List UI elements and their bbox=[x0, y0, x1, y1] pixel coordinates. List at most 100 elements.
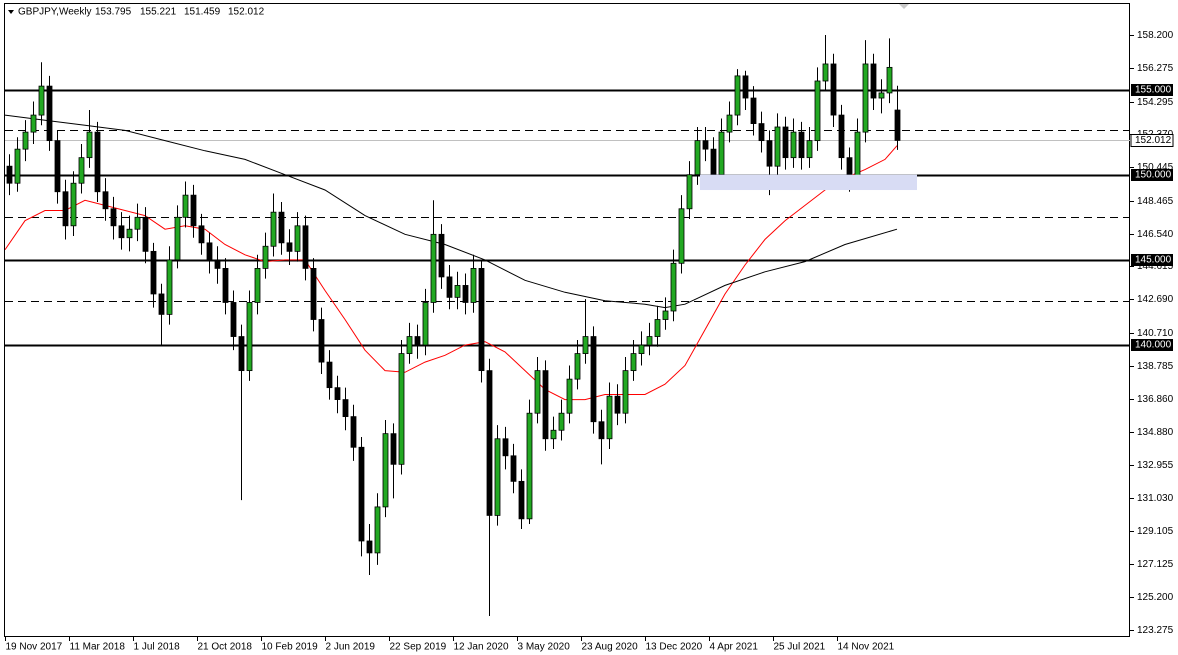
candle-body bbox=[470, 268, 477, 303]
y-tick-label: 158.200 bbox=[1137, 30, 1174, 41]
candle-body bbox=[734, 75, 741, 116]
candle-body bbox=[302, 225, 309, 269]
open-value: 153.795 bbox=[95, 7, 132, 18]
candle-body bbox=[774, 126, 781, 167]
candle-body bbox=[454, 285, 461, 298]
candle-body bbox=[566, 378, 573, 414]
low-value: 151.459 bbox=[184, 7, 221, 18]
candle-body bbox=[158, 293, 165, 315]
y-tick-label: 150.445 bbox=[1137, 162, 1174, 173]
candle-body bbox=[486, 370, 493, 516]
candle-body bbox=[662, 310, 669, 320]
candle-body bbox=[142, 216, 149, 252]
candle-body bbox=[374, 506, 381, 554]
candle-body bbox=[854, 131, 861, 179]
level-label: 145.000 bbox=[1135, 255, 1172, 266]
candle-body bbox=[62, 191, 69, 227]
candle-body bbox=[494, 438, 501, 516]
candle-body bbox=[430, 233, 437, 303]
candle-body bbox=[326, 361, 333, 389]
x-tick-label: 22 Sep 2019 bbox=[390, 642, 447, 653]
candle-body bbox=[598, 421, 605, 440]
candle-body bbox=[406, 336, 413, 354]
candle-body bbox=[558, 412, 565, 431]
candle-body bbox=[590, 336, 597, 423]
candle-body bbox=[238, 336, 245, 372]
moving-average bbox=[5, 145, 898, 401]
y-tick-label: 123.275 bbox=[1137, 625, 1174, 636]
candle-body bbox=[862, 63, 869, 133]
x-tick-label: 2 Jun 2019 bbox=[326, 642, 376, 653]
candle-body bbox=[646, 336, 653, 346]
candle-body bbox=[510, 455, 517, 482]
x-tick-label: 11 Mar 2018 bbox=[70, 642, 126, 653]
candle-body bbox=[438, 233, 445, 278]
candle-body bbox=[390, 433, 397, 465]
candle-body bbox=[582, 336, 589, 354]
price-label-box bbox=[1130, 134, 1174, 147]
candle-body bbox=[182, 194, 189, 218]
candle-body bbox=[118, 225, 125, 239]
candle-body bbox=[814, 80, 821, 142]
candle-body bbox=[54, 140, 61, 193]
candle-body bbox=[150, 250, 157, 295]
candle-body bbox=[206, 242, 213, 261]
x-tick-label: 14 Nov 2021 bbox=[838, 642, 895, 653]
candle-body bbox=[766, 140, 773, 167]
candle-body bbox=[270, 211, 277, 247]
y-tick-label: 132.955 bbox=[1137, 460, 1174, 471]
level-label-box bbox=[1131, 84, 1173, 96]
candle-body bbox=[718, 131, 725, 176]
menu-arrow[interactable] bbox=[8, 10, 14, 14]
x-tick-label: 25 Jul 2021 bbox=[774, 642, 826, 653]
candle-body bbox=[502, 438, 509, 457]
candle-body bbox=[70, 182, 77, 227]
x-tick-label: 23 Aug 2020 bbox=[582, 642, 639, 653]
candle-body bbox=[894, 109, 901, 141]
candle-body bbox=[678, 208, 685, 264]
x-tick-label: 1 Jul 2018 bbox=[134, 642, 181, 653]
plot-frame bbox=[4, 3, 1130, 637]
candle-body bbox=[726, 114, 733, 133]
candle-body bbox=[366, 540, 373, 554]
close-value: 152.012 bbox=[228, 7, 265, 18]
level-label-box bbox=[1131, 254, 1173, 266]
candle-body bbox=[798, 131, 805, 159]
candle-body bbox=[606, 395, 613, 440]
candle-body bbox=[214, 259, 221, 269]
candle-body bbox=[550, 429, 557, 440]
candle-body bbox=[782, 126, 789, 159]
candle-body bbox=[446, 276, 453, 298]
level-label: 140.000 bbox=[1135, 340, 1172, 351]
candle-body bbox=[630, 353, 637, 372]
level-label: 150.000 bbox=[1135, 170, 1172, 181]
candle-body bbox=[22, 131, 29, 150]
candle-body bbox=[278, 211, 285, 244]
chart-title: GBPJPY,Weekly bbox=[18, 7, 92, 18]
candle-body bbox=[518, 480, 525, 520]
candle-body bbox=[750, 97, 757, 124]
y-tick-label: 156.275 bbox=[1137, 63, 1174, 74]
candle-body bbox=[670, 262, 677, 312]
candle-body bbox=[110, 208, 117, 227]
candle-body bbox=[758, 123, 765, 142]
y-tick-label: 144.615 bbox=[1137, 261, 1174, 272]
shift-marker bbox=[899, 4, 909, 9]
candle-body bbox=[334, 387, 341, 400]
candle-body bbox=[838, 114, 845, 159]
candle-body bbox=[822, 63, 829, 82]
y-tick-label: 125.200 bbox=[1137, 592, 1174, 603]
candle-body bbox=[574, 353, 581, 380]
candle-body bbox=[878, 92, 885, 99]
candle-body bbox=[286, 242, 293, 252]
y-tick-label: 127.125 bbox=[1137, 559, 1174, 570]
candle-body bbox=[78, 157, 85, 184]
candle-body bbox=[622, 370, 629, 414]
y-tick-label: 148.465 bbox=[1137, 196, 1174, 207]
x-tick-label: 10 Feb 2019 bbox=[262, 642, 319, 653]
x-tick-label: 13 Dec 2020 bbox=[646, 642, 703, 653]
candle-body bbox=[534, 370, 541, 414]
candle-body bbox=[382, 433, 389, 508]
